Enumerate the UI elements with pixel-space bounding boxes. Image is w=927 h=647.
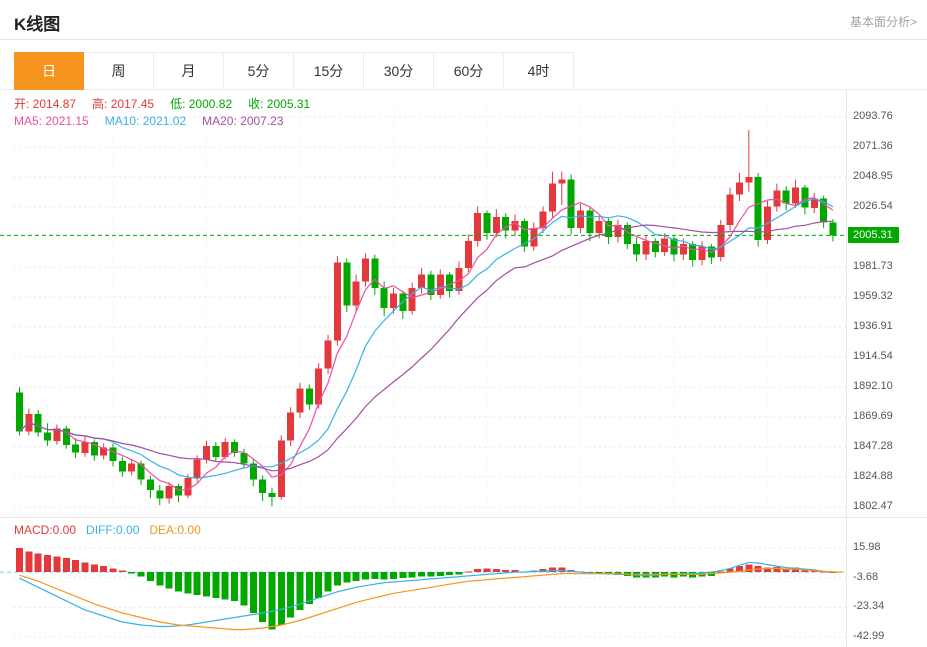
- macd-axis-label: -42.99: [853, 630, 885, 642]
- macd-axis: 15.98 -3.68 -23.34 -42.99: [846, 518, 927, 647]
- price-axis-label: 2048.95: [853, 170, 893, 182]
- price-axis-label: 1824.88: [853, 470, 893, 482]
- price-axis-label: 1802.47: [853, 500, 893, 512]
- price-axis-label: 1869.69: [853, 410, 893, 422]
- ohlc-legend: 开: 2014.87 高: 2017.45 低: 2000.82 收: 2005.31: [14, 95, 326, 112]
- macd-canvas[interactable]: [0, 518, 846, 647]
- price-axis-label: 1981.73: [853, 260, 893, 272]
- macd-legend: MACD:0.00 DIFF:0.00 DEA:0.00: [14, 523, 211, 537]
- price-axis-label: 1959.32: [853, 290, 893, 302]
- diff-legend: DIFF:0.00: [86, 523, 140, 537]
- open-legend: 开: 2014.87: [14, 97, 77, 111]
- ma20-legend: MA20: 2007.23: [202, 114, 284, 128]
- fundamental-analysis-link[interactable]: 基本面分析>: [849, 15, 917, 29]
- current-price-badge: 2005.31: [848, 227, 899, 243]
- candlestick-canvas[interactable]: [0, 90, 846, 517]
- macd-axis-label: -3.68: [853, 571, 879, 583]
- page-header: K线图 基本面分析>: [0, 0, 927, 40]
- tab-day[interactable]: 日: [14, 52, 84, 90]
- macd-axis-label: 15.98: [853, 541, 881, 553]
- price-axis: 2093.76 2071.36 2048.95 2026.54 2005.31 1981.…: [846, 90, 927, 517]
- price-axis-label: 1892.10: [853, 380, 893, 392]
- ma-legend: MA5: 2021.15 MA10: 2021.02 MA20: 2007.23: [14, 114, 300, 128]
- high-legend: 高: 2017.45: [92, 97, 155, 111]
- main-chart: 开: 2014.87 高: 2017.45 低: 2000.82 收: 2005.31…: [0, 90, 927, 517]
- macd-axis-label: -23.34: [853, 600, 885, 612]
- price-axis-label: 2093.76: [853, 110, 893, 122]
- price-axis-label: 1936.91: [853, 320, 893, 332]
- timeframe-tabs: 日周月 5分 15分 30分 60分 4时: [0, 40, 927, 90]
- tab-15min[interactable]: 15分: [294, 52, 364, 90]
- price-axis-label: 2071.36: [853, 140, 893, 152]
- close-legend: 收: 2005.31: [248, 97, 311, 111]
- tab-week[interactable]: 周: [84, 52, 154, 90]
- tab-60min[interactable]: 60分: [434, 52, 504, 90]
- ma5-legend: MA5: 2021.15: [14, 114, 89, 128]
- macd-legend: MACD:0.00: [14, 523, 77, 537]
- price-axis-label: 1847.28: [853, 440, 893, 452]
- page-title: K线图: [14, 15, 61, 34]
- low-legend: 低: 2000.82: [170, 97, 233, 111]
- ma10-legend: MA10: 2021.02: [104, 114, 187, 128]
- macd-panel: MACD:0.00 DIFF:0.00 DEA:0.00 15.98 -3.68 -23…: [0, 517, 927, 647]
- price-axis-label: 1914.54: [853, 350, 893, 362]
- tab-30min[interactable]: 30分: [364, 52, 434, 90]
- tab-4hour[interactable]: 4时: [504, 52, 574, 90]
- tab-month[interactable]: 月: [154, 52, 224, 90]
- price-axis-label: 2026.54: [853, 200, 893, 212]
- dea-legend: DEA:0.00: [149, 523, 201, 537]
- tab-5min[interactable]: 5分: [224, 52, 294, 90]
